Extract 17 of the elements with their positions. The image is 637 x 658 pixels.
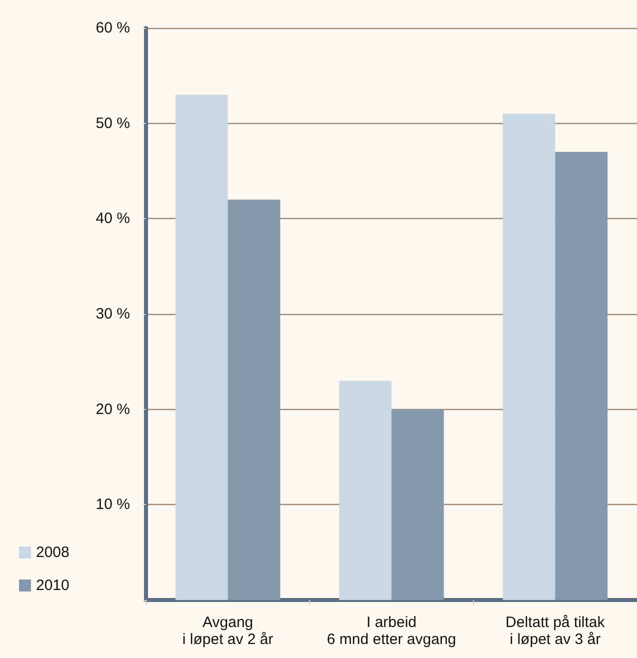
bar (555, 152, 608, 600)
y-tick-label: 40 % (96, 210, 130, 228)
x-tick-label: Deltatt på tiltak i løpet av 3 år (506, 614, 606, 648)
y-tick-label: 20 % (96, 400, 130, 418)
bar (175, 94, 228, 600)
bar (392, 409, 444, 600)
x-tick-label: Avgang i løpet av 2 år (182, 614, 274, 648)
bar (502, 114, 556, 600)
y-tick-label: 10 % (96, 496, 130, 514)
x-tick-label: I arbeid 6 mnd etter avgang (326, 614, 456, 648)
legend-label: 2008 (36, 544, 70, 561)
y-tick-label: 60 % (96, 20, 130, 36)
bar (228, 200, 280, 600)
legend-label: 2010 (36, 577, 70, 594)
y-tick-label: 50 % (96, 114, 130, 132)
bar (339, 380, 392, 600)
y-tick-label: 30 % (96, 306, 130, 322)
